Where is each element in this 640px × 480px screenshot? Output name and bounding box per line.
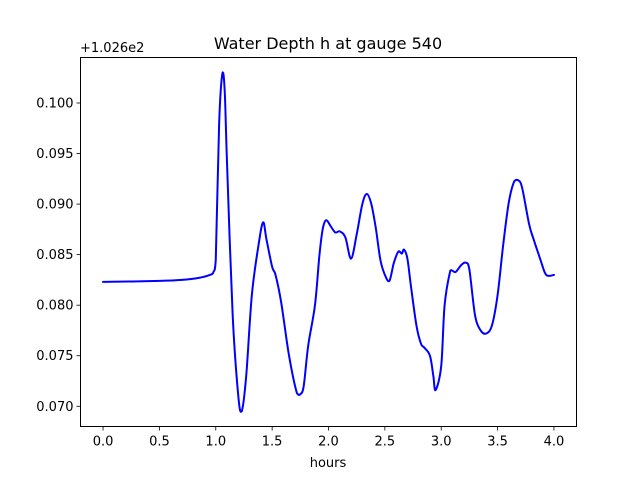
y-tick-label: 0.100 xyxy=(36,96,73,111)
y-tick-label: 0.090 xyxy=(36,198,73,213)
y-tick-label: 0.095 xyxy=(36,147,73,162)
x-tick-label: 1.0 xyxy=(205,435,226,450)
x-tick-label: 3.0 xyxy=(431,435,452,450)
chart-title: Water Depth h at gauge 540 xyxy=(214,34,442,53)
x-axis-label: hours xyxy=(310,456,347,471)
x-tick-label: 4.0 xyxy=(544,435,565,450)
axes-frame xyxy=(80,57,577,427)
x-axis: 0.0 0.5 1.0 1.5 2.0 2.5 3.0 3.5 4.0 xyxy=(93,426,565,450)
x-tick-label: 0.5 xyxy=(149,435,170,450)
y-axis: 0.070 0.075 0.080 0.085 0.090 0.095 0.100 xyxy=(36,96,81,415)
series-line xyxy=(102,71,555,413)
x-tick-label: 1.5 xyxy=(262,435,283,450)
y-tick-label: 0.085 xyxy=(36,248,73,263)
x-tick-label: 2.0 xyxy=(318,435,339,450)
x-tick-label: 0.0 xyxy=(93,435,114,450)
x-tick-label: 2.5 xyxy=(375,435,396,450)
y-tick-label: 0.070 xyxy=(36,400,73,415)
plot-area xyxy=(102,71,555,413)
y-axis-offset-label: +1.026e2 xyxy=(80,41,144,56)
y-tick-label: 0.075 xyxy=(36,349,73,364)
y-tick-label: 0.080 xyxy=(36,299,73,314)
x-tick-label: 3.5 xyxy=(487,435,508,450)
